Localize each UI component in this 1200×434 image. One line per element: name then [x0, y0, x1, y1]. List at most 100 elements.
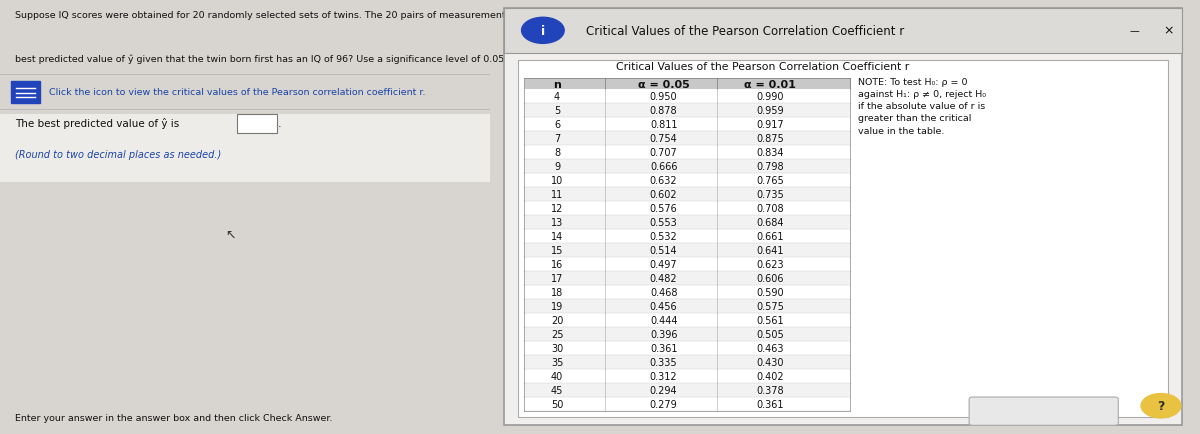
Text: 11: 11: [551, 190, 563, 200]
Text: 0.666: 0.666: [650, 162, 677, 172]
Text: 0.632: 0.632: [650, 176, 678, 186]
Text: 0.754: 0.754: [649, 134, 678, 144]
FancyBboxPatch shape: [238, 115, 277, 134]
Text: against H₁: ρ ≠ 0, reject H₀: against H₁: ρ ≠ 0, reject H₀: [858, 90, 985, 99]
Text: Enter your answer in the answer box and then click Check Answer.: Enter your answer in the answer box and …: [14, 413, 332, 422]
Text: 13: 13: [551, 218, 563, 228]
Text: n: n: [553, 79, 562, 89]
Text: greater than the critical: greater than the critical: [858, 114, 971, 123]
Text: 0.514: 0.514: [650, 246, 678, 256]
Text: 0.623: 0.623: [756, 260, 784, 270]
FancyBboxPatch shape: [0, 115, 490, 182]
FancyBboxPatch shape: [523, 313, 851, 328]
Text: 50: 50: [551, 399, 563, 409]
Text: ↖: ↖: [224, 228, 235, 241]
Text: 5: 5: [554, 106, 560, 116]
Text: 0.765: 0.765: [756, 176, 784, 186]
Text: 35: 35: [551, 358, 563, 368]
Text: 0.798: 0.798: [756, 162, 784, 172]
FancyBboxPatch shape: [523, 286, 851, 299]
Text: 40: 40: [551, 372, 563, 381]
Text: 0.959: 0.959: [756, 106, 784, 116]
FancyBboxPatch shape: [523, 369, 851, 384]
FancyBboxPatch shape: [523, 230, 851, 243]
Text: 0.396: 0.396: [650, 329, 677, 339]
Text: 0.576: 0.576: [649, 204, 678, 214]
Text: 9: 9: [554, 162, 560, 172]
Text: 20: 20: [551, 316, 563, 326]
Text: Click the icon to view the critical values of the Pearson correlation coefficien: Click the icon to view the critical valu…: [49, 88, 426, 97]
FancyBboxPatch shape: [523, 90, 851, 104]
Text: ×: ×: [1163, 25, 1174, 38]
Text: 0.834: 0.834: [756, 148, 784, 158]
Text: 0.532: 0.532: [649, 232, 678, 242]
FancyBboxPatch shape: [523, 272, 851, 286]
Circle shape: [522, 18, 564, 44]
Text: 0.279: 0.279: [649, 399, 678, 409]
Text: 6: 6: [554, 120, 560, 130]
Text: The best predicted value of ŷ is: The best predicted value of ŷ is: [14, 118, 179, 129]
Text: .: .: [278, 119, 282, 129]
Text: 0.463: 0.463: [756, 344, 784, 354]
FancyBboxPatch shape: [504, 9, 1182, 54]
Text: α = 0.01: α = 0.01: [744, 79, 796, 89]
Text: 18: 18: [551, 288, 563, 298]
FancyBboxPatch shape: [523, 258, 851, 272]
FancyBboxPatch shape: [523, 188, 851, 202]
Text: i: i: [541, 25, 545, 38]
FancyBboxPatch shape: [523, 243, 851, 258]
Text: 0.811: 0.811: [650, 120, 677, 130]
Text: Critical Values of the Pearson Correlation Coefficient r: Critical Values of the Pearson Correlati…: [617, 62, 910, 72]
Text: 25: 25: [551, 329, 563, 339]
Text: 30: 30: [551, 344, 563, 354]
Text: 0.294: 0.294: [650, 385, 678, 395]
FancyBboxPatch shape: [523, 216, 851, 230]
Text: 0.505: 0.505: [756, 329, 784, 339]
Text: 0.361: 0.361: [650, 344, 677, 354]
FancyBboxPatch shape: [523, 342, 851, 355]
FancyBboxPatch shape: [523, 132, 851, 146]
Text: 12: 12: [551, 204, 563, 214]
Text: 0.312: 0.312: [650, 372, 678, 381]
Text: (Round to two decimal places as needed.): (Round to two decimal places as needed.): [14, 149, 221, 159]
Text: 0.602: 0.602: [650, 190, 678, 200]
FancyBboxPatch shape: [970, 397, 1118, 425]
Text: 0.708: 0.708: [756, 204, 784, 214]
Text: 19: 19: [551, 302, 563, 312]
Text: 45: 45: [551, 385, 563, 395]
Text: 8: 8: [554, 148, 560, 158]
FancyBboxPatch shape: [523, 328, 851, 342]
Text: 14: 14: [551, 232, 563, 242]
Text: if the absolute value of r is: if the absolute value of r is: [858, 102, 985, 111]
Text: 0.361: 0.361: [756, 399, 784, 409]
Text: 0.456: 0.456: [650, 302, 678, 312]
Text: Critical Values of the Pearson Correlation Coefficient r: Critical Values of the Pearson Correlati…: [586, 25, 904, 38]
FancyBboxPatch shape: [523, 160, 851, 174]
Text: 0.430: 0.430: [756, 358, 784, 368]
Circle shape: [1141, 394, 1181, 418]
Text: 0.606: 0.606: [756, 273, 784, 283]
Text: NOTE: To test H₀: ρ = 0: NOTE: To test H₀: ρ = 0: [858, 78, 967, 87]
Text: 0.590: 0.590: [756, 288, 784, 298]
Text: 0.482: 0.482: [650, 273, 678, 283]
Text: 0.950: 0.950: [650, 92, 678, 102]
FancyBboxPatch shape: [523, 202, 851, 216]
FancyBboxPatch shape: [523, 104, 851, 118]
FancyBboxPatch shape: [523, 146, 851, 160]
Text: 0.402: 0.402: [756, 372, 784, 381]
Text: 0.378: 0.378: [756, 385, 784, 395]
FancyBboxPatch shape: [523, 355, 851, 369]
Text: 15: 15: [551, 246, 563, 256]
Text: 0.875: 0.875: [756, 134, 784, 144]
FancyBboxPatch shape: [523, 118, 851, 132]
FancyBboxPatch shape: [523, 79, 851, 90]
Text: 0.684: 0.684: [756, 218, 784, 228]
Text: Suppose IQ scores were obtained for 20 randomly selected sets of twins. The 20 p: Suppose IQ scores were obtained for 20 r…: [14, 11, 1182, 20]
Text: 0.990: 0.990: [756, 92, 784, 102]
Text: value in the table.: value in the table.: [858, 126, 944, 135]
FancyBboxPatch shape: [518, 61, 1168, 417]
Text: 16: 16: [551, 260, 563, 270]
FancyBboxPatch shape: [523, 398, 851, 411]
Text: 0.335: 0.335: [650, 358, 678, 368]
Text: α = 0.05: α = 0.05: [637, 79, 690, 89]
